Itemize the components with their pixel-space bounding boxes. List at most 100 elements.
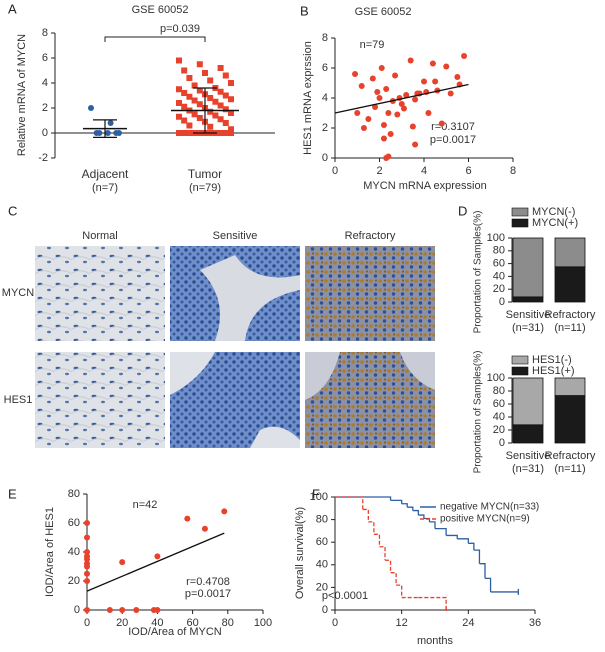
data-point (383, 86, 390, 92)
y-tick-label: 60 (68, 517, 80, 529)
panel-label: E (8, 486, 17, 501)
data-point (212, 98, 219, 105)
category-note: (n=7) (92, 182, 118, 194)
panel-label: A (8, 1, 17, 16)
data-point (374, 89, 381, 95)
x-tick-label: 0 (332, 617, 338, 629)
data-point (154, 553, 161, 560)
ihc-image (35, 246, 165, 341)
y-tick-label: 20 (493, 283, 505, 295)
survival-step (368, 521, 375, 535)
bar-segment (512, 377, 544, 426)
legend-label: HES1(-) (532, 354, 572, 366)
survival-step (390, 572, 397, 586)
data-point (181, 67, 188, 74)
x-tick-label: 4 (421, 165, 427, 177)
survival-step (379, 546, 386, 561)
data-point (217, 88, 224, 95)
ihc-image (35, 352, 165, 448)
legend-label: negative MYCN(n=33) (440, 502, 539, 513)
survival-step (373, 533, 381, 547)
category-note: (n=11) (554, 463, 585, 475)
y-tick-label: 0 (42, 127, 48, 139)
y-tick-label: 4 (42, 77, 48, 89)
data-point (133, 607, 140, 613)
legend-label: MYCN(-) (532, 206, 575, 218)
data-point (392, 72, 399, 79)
survival-step (473, 549, 481, 564)
data-point (365, 116, 372, 122)
x-tick-label: 40 (151, 617, 163, 629)
data-point (358, 83, 365, 89)
data-point (352, 71, 359, 77)
data-point (228, 130, 234, 136)
data-point (207, 77, 214, 84)
chart-title: GSE 60052 (355, 6, 412, 18)
survival-step (446, 534, 458, 539)
panel-label: F (312, 486, 320, 501)
data-point (104, 130, 111, 136)
annotation: p=0.0017 (185, 588, 231, 600)
data-point (154, 607, 161, 613)
stroma (170, 352, 300, 448)
x-tick-label: 80 (222, 617, 234, 629)
ihc-images (35, 246, 435, 448)
data-point (217, 130, 224, 136)
panel-label: C (8, 203, 17, 218)
survival-step (385, 559, 392, 573)
data-point (196, 87, 203, 94)
data-point (196, 101, 203, 108)
error-bar (193, 87, 217, 134)
data-point (378, 65, 385, 71)
data-point (84, 553, 90, 560)
data-point (432, 78, 439, 85)
data-point (207, 95, 214, 101)
data-point (228, 96, 234, 103)
y-tick-label: 60 (493, 398, 505, 410)
data-point (186, 75, 193, 81)
data-point (113, 130, 120, 136)
survival-step (407, 506, 414, 511)
y-tick-label: 20 (316, 581, 328, 593)
data-point (380, 135, 387, 142)
x-tick-label: Adjacent (82, 167, 129, 181)
data-point (372, 104, 379, 110)
data-point (425, 110, 432, 116)
y-axis-label: HES1 mRNA exprssion (302, 41, 314, 155)
data-point (176, 100, 182, 106)
column-label: Refractory (345, 230, 396, 242)
y-tick-label: 8 (322, 32, 328, 44)
data-point (186, 122, 193, 129)
y-axis-label: IOD/Area of HES1 (44, 507, 56, 597)
y-tick-label: 0 (74, 604, 80, 616)
data-point (222, 120, 229, 126)
data-point (394, 111, 401, 118)
y-tick-label: 80 (316, 514, 328, 526)
legend-label: HES1(+) (532, 365, 575, 377)
data-point (212, 112, 219, 119)
survival-step (468, 542, 475, 551)
x-axis-label: months (417, 635, 454, 647)
data-point (191, 82, 198, 89)
data-point (202, 70, 208, 76)
data-point (207, 123, 214, 130)
y-tick-label: 60 (316, 536, 328, 548)
y-axis-label: Proportation of Samples(%) (473, 351, 484, 474)
data-point (181, 103, 188, 110)
data-point (176, 86, 182, 93)
annotation: r=0.4708 (186, 576, 230, 588)
data-point (176, 130, 182, 136)
bar-segment (554, 395, 586, 444)
data-point (84, 549, 90, 555)
survival-step (435, 527, 447, 536)
annotation: r=0.3107 (431, 121, 475, 133)
y-tick-label: 6 (42, 52, 48, 64)
panel-label: B (300, 3, 309, 18)
survival-step (335, 496, 364, 510)
x-tick-label: Sensitive (506, 309, 551, 321)
survival-step (401, 503, 408, 508)
y-tick-label: 40 (493, 411, 505, 423)
data-point (196, 115, 203, 121)
data-point (176, 57, 182, 64)
data-point (228, 126, 234, 133)
